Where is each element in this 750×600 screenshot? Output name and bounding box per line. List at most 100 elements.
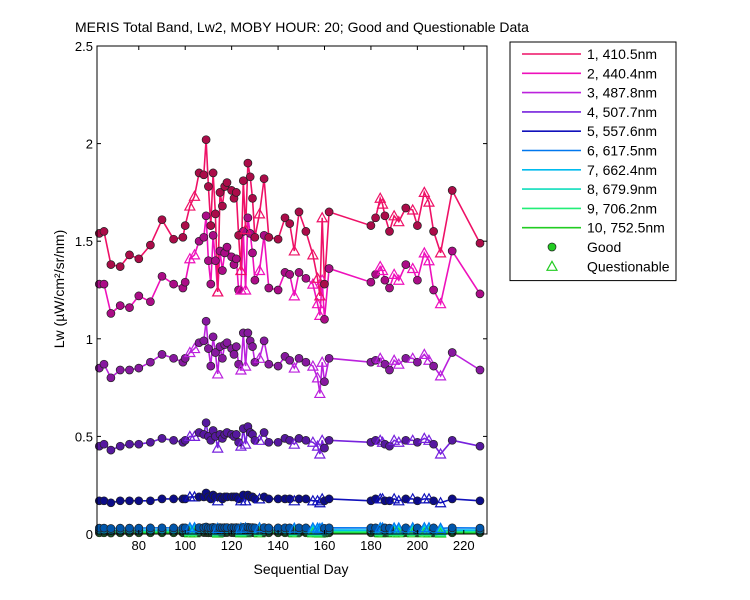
good-point [157,215,167,225]
questionable-point [392,357,405,369]
legend-label-8: 8, 679.9nm [587,181,657,197]
good-point [429,285,438,295]
good-point [264,232,274,242]
questionable-point [316,355,329,367]
good-point [429,227,438,236]
good-point [259,174,269,184]
good-point [208,230,218,240]
good-point [280,213,290,223]
good-point [206,221,216,230]
questionable-point [234,264,247,276]
axes: 80 100 120 140 160 180 200 220 0 0.5 1 1.5 2 2.5 [75,39,488,553]
good-point [301,435,311,445]
questionable-point [388,434,401,445]
good-point [169,279,178,289]
questionable-point [239,437,252,449]
good-point [157,271,167,281]
good-point [125,496,134,506]
x-tick-label: 100 [174,538,196,553]
questionable-point [311,272,324,283]
good-point [248,193,257,203]
good-point [204,344,213,353]
questionable-point [313,289,326,301]
legend-label-9: 9, 706.2nm [587,200,657,216]
questionable-point [434,246,447,258]
legend: 1, 410.5nm 2, 440.4nm 3, 487.8nm 4, 507.7nm… [509,41,677,282]
good-point [115,262,125,271]
good-point [99,439,109,449]
good-point [134,496,144,506]
good-point [248,248,257,258]
questionable-point [418,186,431,197]
good-point [146,240,155,250]
legend-label-1: 1, 410.5nm [587,46,657,62]
legend-good-marker [547,242,557,252]
good-point [380,275,390,285]
good-point [106,309,116,318]
x-tick-label: 120 [221,538,243,553]
questionable-point [406,203,419,215]
good-point [285,270,295,279]
questionable-point [211,285,224,297]
good-point [273,234,283,244]
good-point [250,232,260,242]
good-point [259,428,269,437]
good-point [211,256,220,266]
good-point [385,283,394,293]
y-tick-label: 2 [86,137,93,152]
good-point [231,254,241,264]
questionable-point [311,439,324,451]
good-point [447,186,457,195]
chart-title: MERIS Total Band, Lw2, MOBY HOUR: 20; Go… [75,19,529,35]
good-point [366,221,376,230]
good-point [285,219,295,228]
good-point [429,361,438,371]
x-axis-label: Sequential Day [254,561,349,577]
good-point [125,303,134,312]
questionable-point [188,342,201,354]
good-point [106,260,116,269]
questionable-point [392,436,405,447]
x-tick-label: 200 [407,538,429,553]
good-point [157,494,167,504]
good-point [429,439,438,449]
questionable-point [313,309,326,320]
good-point [218,201,227,211]
good-point [231,188,241,197]
questionable-point [234,439,247,451]
legend-label-7: 7, 662.4nm [587,162,657,178]
good-point [201,211,211,221]
good-point [201,418,211,428]
y-tick-label: 2.5 [75,39,93,54]
questionable-point [306,436,319,447]
good-point [211,209,220,219]
good-point [259,336,269,346]
good-point [115,301,125,310]
questionable-point [406,262,419,274]
questionable-point [311,494,324,506]
questionable-point [316,434,329,445]
good-point [231,430,241,439]
good-point [429,496,438,506]
questionable-point [288,437,301,449]
questionable-point [239,283,252,295]
good-point [324,353,334,363]
good-point [229,350,239,359]
good-point [301,494,311,504]
good-point [273,361,283,371]
good-point [294,353,304,363]
questionable-point [288,244,301,256]
good-point [115,365,125,375]
good-point [180,277,190,287]
good-point [231,342,241,351]
y-tick-label: 0 [86,527,93,542]
questionable-point [374,434,387,445]
questionable-point [388,492,401,504]
good-point [250,275,260,285]
questionable-point [434,522,447,533]
questionable-point [211,441,224,453]
good-point [134,254,144,264]
good-point [106,498,116,508]
good-point [320,443,329,453]
